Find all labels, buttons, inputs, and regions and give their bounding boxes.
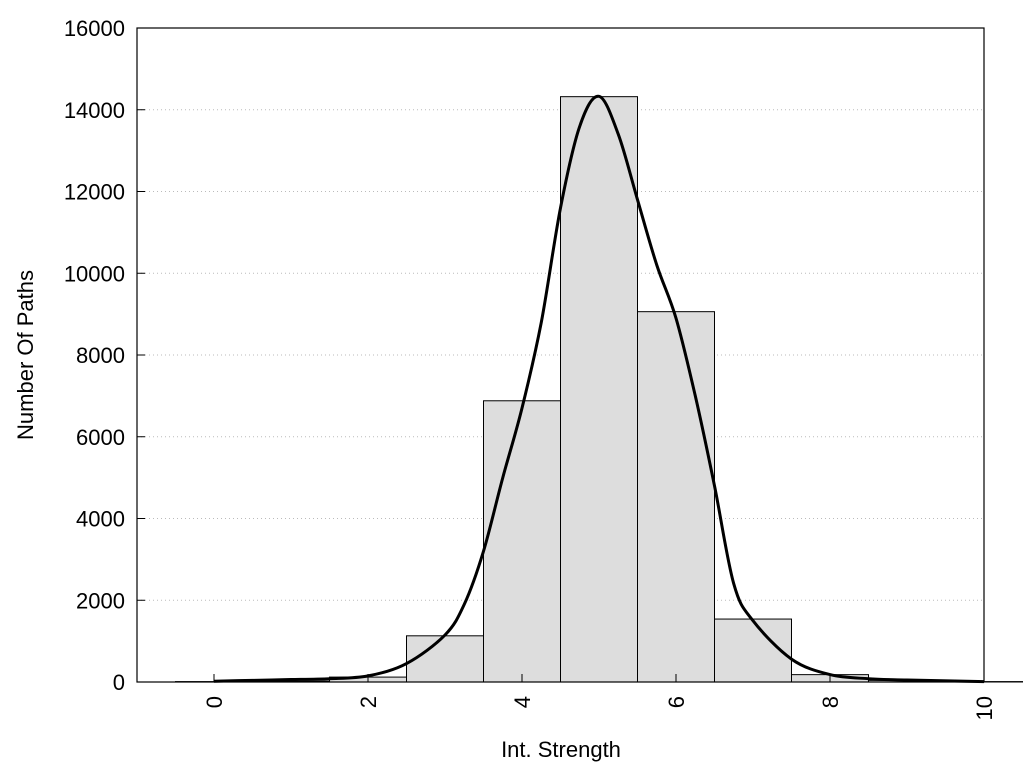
histogram-bar [560,96,638,683]
y-tick-label: 14000 [64,98,125,123]
histogram-bar [483,400,561,683]
x-tick-label: 0 [202,696,227,708]
x-tick-label: 2 [356,696,381,708]
y-tick-label: 16000 [64,16,125,41]
histogram-bars [175,96,1023,683]
distribution-curve [213,94,985,684]
y-tick-label: 2000 [76,588,125,613]
x-tick-label: 10 [972,696,997,720]
y-tick-label: 6000 [76,425,125,450]
x-tick-label: 8 [818,696,843,708]
x-axis-ticks: 0 2 4 6 8 10 [202,674,997,720]
y-tick-label: 12000 [64,180,125,205]
y-axis-ticks: 0 2000 4000 6000 8000 10000 12000 14000 16000 [64,16,145,695]
y-tick-label: 4000 [76,507,125,532]
histogram-bar [637,311,715,683]
y-tick-label: 10000 [64,261,125,286]
y-axis-label: Number Of Paths [13,270,38,440]
histogram-bar [406,635,484,683]
x-axis-label: Int. Strength [501,737,621,762]
y-tick-label: 0 [113,670,125,695]
x-tick-label: 6 [664,696,689,708]
y-tick-label: 8000 [76,343,125,368]
x-tick-label: 4 [510,696,535,708]
